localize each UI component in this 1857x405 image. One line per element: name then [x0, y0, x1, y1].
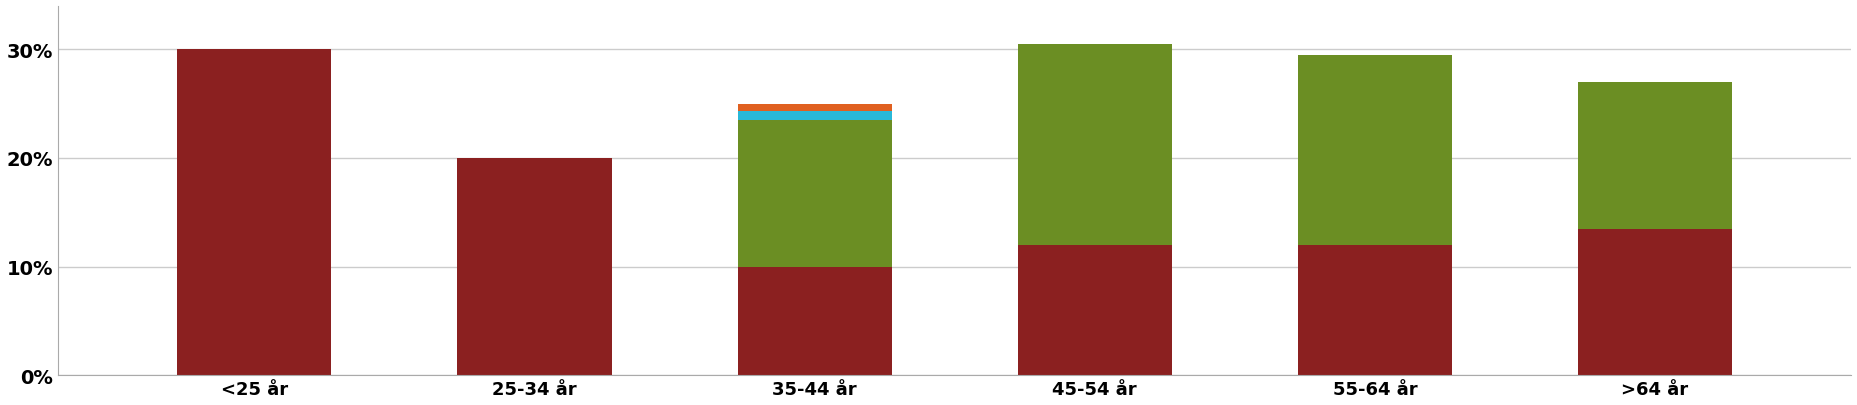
Bar	[737, 112, 891, 121]
Bar	[1298, 55, 1450, 245]
Bar	[1018, 45, 1172, 245]
Bar	[1018, 245, 1172, 375]
Bar	[1577, 83, 1731, 229]
Bar	[1577, 229, 1731, 375]
Bar	[737, 104, 891, 112]
Bar	[457, 159, 611, 375]
Bar	[737, 121, 891, 267]
Bar	[737, 267, 891, 375]
Bar	[1298, 245, 1450, 375]
Bar	[176, 50, 331, 375]
